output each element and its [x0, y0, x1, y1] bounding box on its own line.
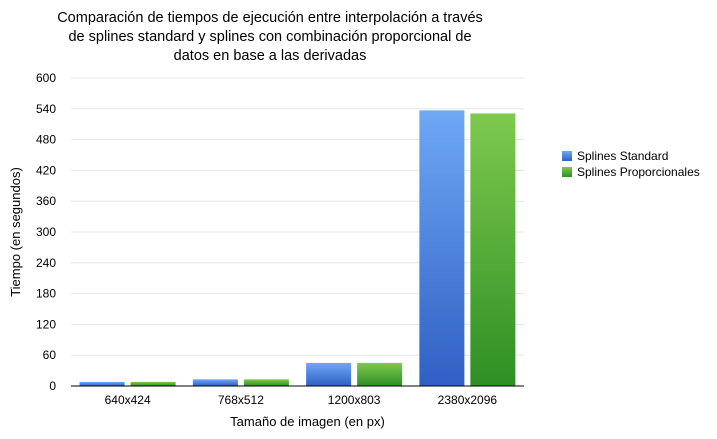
y-tick-labels: 0 60 120 180 240 300 360 420 480 540 600	[36, 71, 56, 393]
y-tick-label-300: 300	[36, 225, 56, 239]
legend-label-splines-proporcionales: Splines Proporcionales	[577, 165, 700, 179]
legend-item-splines-standard: Splines Standard	[562, 148, 700, 164]
y-tick-label-600: 600	[36, 71, 56, 85]
x-tick-label-1200x803: 1200x803	[328, 393, 381, 407]
chart-title-line-2: de splines standard y splines con combin…	[68, 29, 472, 45]
chart-title-line-3: datos en base a las derivadas	[173, 48, 367, 64]
y-axis-label: Tiempo (en segundos)	[8, 167, 23, 297]
x-tick-labels: 640x424 768x512 1200x803 2380x2096	[105, 393, 498, 407]
y-tick-label-480: 480	[36, 133, 56, 147]
bar-splines-standard-2380x2096	[419, 110, 465, 386]
y-tick-label-360: 360	[36, 194, 56, 208]
x-tick-label-2380x2096: 2380x2096	[438, 393, 498, 407]
chart-title: Comparación de tiempos de ejecución entr…	[0, 9, 540, 66]
legend-swatch-splines-standard	[562, 151, 572, 161]
legend-label-splines-standard: Splines Standard	[577, 149, 669, 163]
legend: Splines Standard Splines Proporcionales	[562, 148, 700, 180]
x-tick-label-640x424: 640x424	[105, 393, 151, 407]
chart-title-line-1: Comparación de tiempos de ejecución entr…	[57, 10, 483, 26]
y-tick-label-0: 0	[49, 379, 56, 393]
y-tick-label-120: 120	[36, 317, 56, 331]
y-tick-label-240: 240	[36, 256, 56, 270]
bars	[79, 110, 516, 387]
x-axis-label: Tamaño de imagen (en px)	[230, 414, 385, 429]
legend-swatch-splines-proporcionales	[562, 167, 572, 177]
bar-splines-standard-1200x803	[306, 362, 352, 386]
y-tick-label-540: 540	[36, 102, 56, 116]
y-tick-label-60: 60	[43, 348, 57, 362]
bar-splines-proporcionales-1200x803	[357, 362, 403, 386]
y-tick-label-180: 180	[36, 287, 56, 301]
bar-splines-standard-640x424	[79, 381, 125, 386]
bar-splines-proporcionales-2380x2096	[470, 113, 516, 387]
y-tick-label-420: 420	[36, 163, 56, 177]
x-tick-label-768x512: 768x512	[218, 393, 264, 407]
bar-splines-standard-768x512	[192, 379, 238, 386]
bar-splines-proporcionales-768x512	[243, 379, 289, 386]
bar-splines-proporcionales-640x424	[130, 381, 176, 386]
legend-item-splines-proporcionales: Splines Proporcionales	[562, 164, 700, 180]
